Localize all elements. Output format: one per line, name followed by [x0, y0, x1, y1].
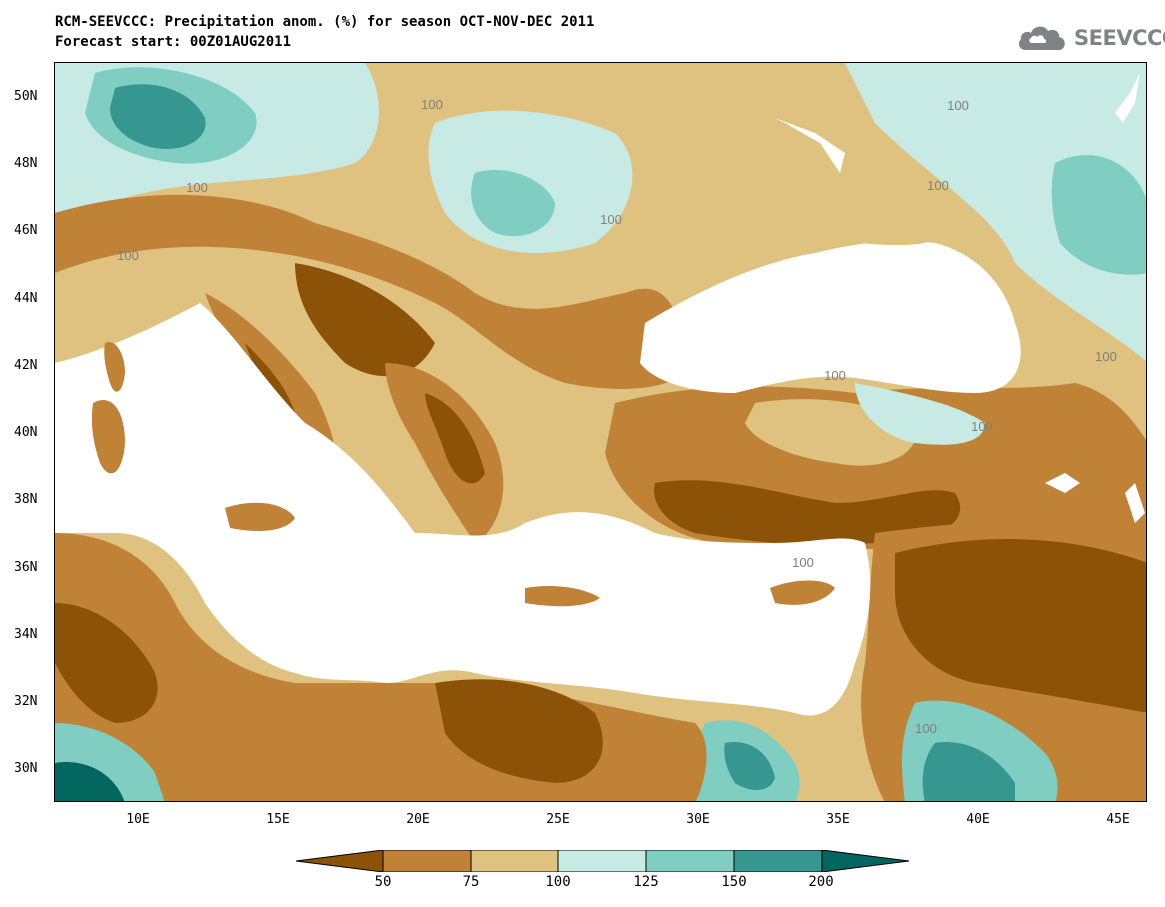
- colorbar-segment: [821, 850, 910, 872]
- colorbar: [296, 850, 910, 872]
- colorbar-segment: [470, 850, 559, 872]
- lat-label: 48N: [14, 156, 38, 171]
- contour-label: 100: [824, 368, 846, 383]
- contour-label: 100: [117, 248, 139, 263]
- lat-label: 30N: [14, 761, 38, 776]
- lon-label: 10E: [126, 812, 150, 827]
- contour-label: 100: [421, 97, 443, 112]
- cloud-logo-icon: [1018, 26, 1065, 50]
- lon-label: 45E: [1106, 812, 1130, 827]
- map-canvas: 100 100 100 100 100 100 100 100 100 100 …: [55, 63, 1146, 801]
- colorbar-label: 50: [374, 874, 392, 890]
- lat-label: 50N: [14, 89, 38, 104]
- lon-label: 15E: [266, 812, 290, 827]
- lat-label: 32N: [14, 694, 38, 709]
- forecast-start-label: Forecast start: 00Z01AUG2011: [55, 34, 292, 50]
- contour-label: 100: [600, 212, 622, 227]
- lat-label: 46N: [14, 223, 38, 238]
- contour-label: 100: [947, 98, 969, 113]
- contour-label: 100: [971, 419, 993, 434]
- lat-label: 40N: [14, 425, 38, 440]
- colorbar-segment: [645, 850, 735, 872]
- colorbar-segment: [733, 850, 823, 872]
- colorbar-label: 150: [721, 874, 747, 890]
- lon-label: 20E: [406, 812, 430, 827]
- seevccc-logo: SEEVCCC: [1016, 22, 1165, 54]
- lon-label: 25E: [546, 812, 570, 827]
- lat-label: 36N: [14, 560, 38, 575]
- colorbar-segment: [382, 850, 472, 872]
- colorbar-segment: [557, 850, 647, 872]
- contour-label: 100: [186, 180, 208, 195]
- lat-label: 44N: [14, 291, 38, 306]
- contour-label: 100: [927, 178, 949, 193]
- anomaly-map: 100 100 100 100 100 100 100 100 100 100 …: [54, 62, 1147, 802]
- contour-label: 100: [1095, 349, 1117, 364]
- colorbar-label: 100: [545, 874, 571, 890]
- colorbar-label: 75: [462, 874, 480, 890]
- logo-text: SEEVCCC: [1074, 26, 1165, 50]
- lat-label: 34N: [14, 627, 38, 642]
- lon-label: 35E: [826, 812, 850, 827]
- colorbar-segment: [296, 850, 384, 872]
- map-title: RCM-SEEVCCC: Precipitation anom. (%) for…: [55, 14, 595, 30]
- lon-label: 40E: [966, 812, 990, 827]
- colorbar-label: 200: [808, 874, 834, 890]
- lon-label: 30E: [686, 812, 710, 827]
- lat-label: 42N: [14, 358, 38, 373]
- contour-label: 100: [915, 721, 937, 736]
- colorbar-label: 125: [633, 874, 659, 890]
- lat-label: 38N: [14, 492, 38, 507]
- contour-label: 100: [792, 555, 814, 570]
